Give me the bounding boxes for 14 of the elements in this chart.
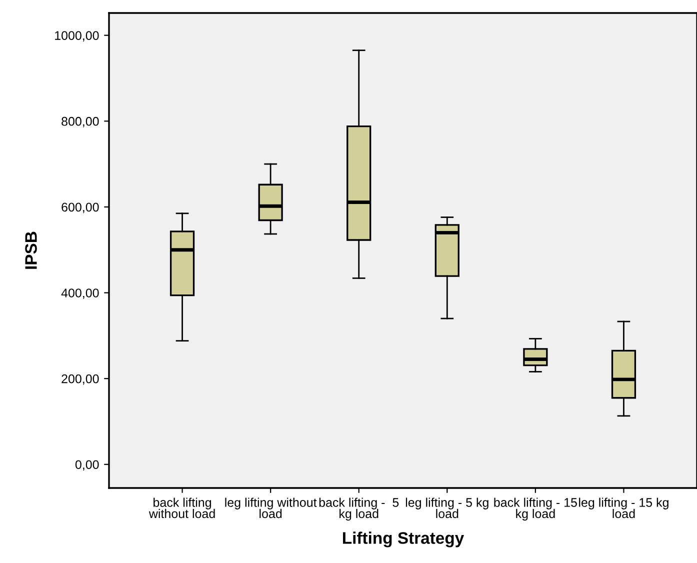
y-tick-label: 200,00 (62, 374, 99, 385)
x-tick-label: back lifting - 15 kg load (494, 498, 577, 521)
x-tick-label: leg lifting without load (225, 498, 317, 518)
y-axis-title: IPSB (25, 232, 37, 269)
x-tick-label: leg lifting - 15 kg load (579, 498, 668, 518)
y-tick-label: 800,00 (62, 116, 99, 128)
x-axis-title: Lifting Strategy (343, 532, 464, 548)
y-tick-label: 400,00 (61, 288, 99, 299)
x-tick-label: back lifting - 5 kg load (319, 498, 399, 521)
y-tick-label: 1000,00 (55, 31, 99, 42)
x-tick-label: leg lifting - 5 kg load (406, 498, 488, 518)
y-tick-label: 0,00 (75, 460, 99, 471)
y-tick-label: 600,00 (62, 202, 99, 214)
x-tick-label: back lifting without load (148, 498, 215, 518)
